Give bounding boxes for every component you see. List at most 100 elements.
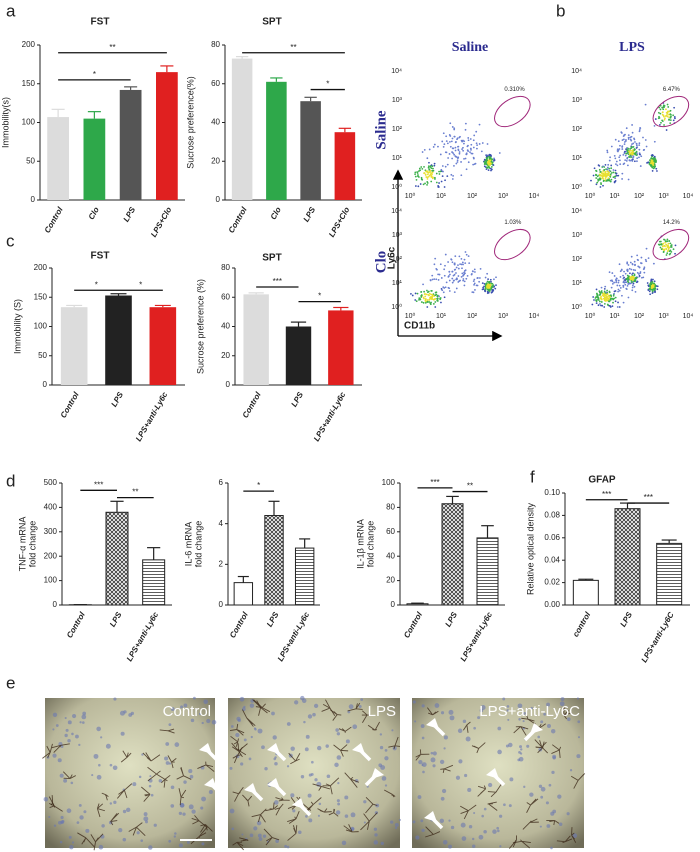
density-dot — [422, 301, 425, 304]
density-dot — [667, 106, 670, 108]
bar — [614, 508, 641, 606]
y-axis-label: fold change — [27, 521, 37, 568]
density-dot — [595, 170, 598, 173]
density-dot — [615, 160, 618, 163]
density-dot — [458, 255, 461, 258]
density-dot — [462, 274, 465, 276]
density-dot — [636, 254, 639, 257]
astrocyte — [338, 726, 352, 733]
density-dot — [633, 137, 635, 140]
nucleus — [507, 718, 510, 721]
error-bar — [290, 321, 307, 327]
astrocyte — [42, 743, 53, 759]
density-dot — [486, 157, 489, 159]
density-dot — [613, 290, 616, 293]
density-dot — [473, 134, 476, 137]
density-dot — [428, 301, 431, 303]
nucleus — [352, 724, 358, 730]
nucleus — [274, 756, 277, 759]
density-dot — [437, 145, 439, 148]
density-dot — [629, 282, 632, 285]
nucleus — [314, 778, 318, 782]
nucleus — [250, 735, 253, 739]
density-dot — [454, 146, 457, 149]
y-tick-label: 10⁴ — [571, 208, 582, 215]
density-dot — [627, 136, 630, 139]
density-dot — [445, 140, 448, 143]
significance-label: *** — [430, 478, 439, 487]
astrocyte — [242, 709, 256, 727]
y-tick-label: 10² — [392, 256, 403, 263]
nucleus — [173, 835, 177, 838]
density-dot — [617, 281, 620, 284]
density-dot — [619, 287, 622, 289]
tissue — [45, 698, 215, 848]
nucleus — [60, 745, 64, 748]
density-dot — [607, 179, 610, 181]
nucleus — [262, 834, 267, 838]
density-dot — [492, 160, 495, 162]
density-dot — [487, 278, 489, 281]
astrocyte — [563, 706, 573, 720]
significance-label: *** — [644, 493, 653, 502]
nucleus — [165, 742, 170, 746]
density-dot — [619, 144, 621, 147]
density-dot — [489, 289, 491, 292]
density-dot — [651, 170, 654, 172]
density-dot — [638, 266, 641, 269]
y-tick-label: 10⁰ — [571, 303, 582, 311]
nucleus — [48, 815, 51, 819]
x-tick-label: LPS+Clo — [327, 205, 351, 238]
nucleus — [508, 804, 512, 808]
astrocyte — [317, 808, 332, 813]
density-dot — [628, 150, 630, 153]
density-dot — [650, 160, 653, 163]
significance-label: ** — [467, 482, 473, 491]
density-dot — [672, 119, 675, 122]
density-dot — [453, 135, 456, 138]
gate — [494, 228, 531, 261]
nucleus — [75, 734, 79, 739]
astrocyte — [51, 743, 70, 753]
density-dot — [628, 153, 631, 155]
astrocyte — [237, 743, 248, 756]
nucleus — [82, 721, 85, 724]
y-tick-label: 10² — [572, 126, 583, 133]
density-dot — [428, 148, 431, 151]
density-dot — [648, 290, 651, 293]
nucleus — [188, 804, 194, 810]
astrocyte — [77, 832, 95, 847]
density-dot — [664, 245, 666, 248]
nucleus — [307, 793, 312, 798]
density-dot — [608, 169, 611, 172]
density-dot — [665, 248, 668, 251]
chart-title: FST — [91, 17, 110, 28]
density-dot — [613, 281, 616, 284]
y-tick-label: 10³ — [572, 232, 583, 239]
density-dot — [639, 272, 642, 274]
significance-label: * — [93, 70, 96, 79]
density-dot — [631, 263, 634, 266]
density-dot — [653, 140, 656, 143]
nucleus — [374, 811, 379, 815]
density-dot — [662, 248, 665, 251]
density-dot — [433, 278, 436, 281]
density-dot — [632, 158, 634, 161]
density-dot — [636, 271, 639, 274]
y-tick-label: 10⁰ — [391, 183, 402, 191]
density-dot — [593, 167, 596, 170]
arrow-head — [199, 743, 212, 754]
density-dot — [656, 288, 659, 291]
density-dot — [435, 278, 438, 281]
nucleus — [380, 841, 384, 845]
x-tick-label: LPS+anti-Ly6c — [125, 610, 161, 663]
astrocyte — [128, 822, 146, 837]
astrocyte — [333, 744, 349, 757]
nucleus — [421, 736, 425, 740]
density-dot — [467, 137, 470, 139]
y-tick-label: 60 — [221, 292, 230, 301]
density-dot — [451, 178, 454, 180]
density-dot — [447, 157, 450, 159]
density-dot — [599, 300, 601, 303]
density-dot — [593, 299, 595, 301]
